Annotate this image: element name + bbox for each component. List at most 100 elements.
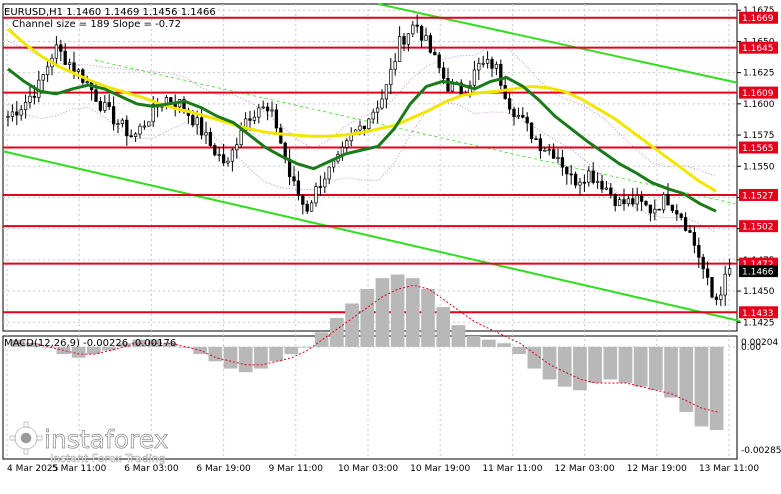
y-tick-label: 1.1450: [743, 287, 775, 297]
y-tick-label: 1.1550: [743, 162, 775, 172]
candle-body: [402, 36, 406, 45]
y-tick-label: 1.1625: [743, 69, 775, 79]
candle-body: [63, 50, 67, 65]
candle-body: [428, 35, 433, 53]
macd-bar: [451, 325, 466, 347]
candle-body: [98, 101, 103, 111]
support-resistance-levels: [3, 16, 737, 314]
current-price-tag: [739, 265, 778, 278]
macd-bar: [633, 346, 648, 387]
macd-bar: [223, 346, 238, 369]
candle-body: [213, 145, 217, 156]
candle-body: [411, 24, 415, 35]
candle-body: [556, 157, 560, 159]
macd-signal-line: [18, 284, 718, 413]
candle-body: [591, 170, 595, 183]
candle-body: [239, 130, 243, 146]
macd-bar: [375, 278, 390, 347]
candle-body: [221, 154, 226, 164]
candle-body: [345, 140, 349, 148]
logo-brand: instaforex: [44, 425, 169, 454]
candle-body: [723, 273, 727, 296]
macd-bar: [208, 346, 223, 362]
ma-fast-line: [7, 67, 717, 213]
logo-emblem-icon: [9, 421, 43, 455]
macd-bar: [694, 346, 709, 427]
candle-body: [125, 119, 129, 137]
candle-body: [54, 44, 59, 59]
candle-body: [697, 245, 701, 258]
macd-bar: [71, 346, 86, 358]
macd-bar: [86, 346, 101, 355]
candle-body: [120, 119, 125, 124]
candle-body: [257, 107, 261, 118]
macd-bar: [618, 346, 633, 384]
candle-body: [622, 199, 626, 205]
x-tick-label: 11 Mar 11:00: [482, 464, 542, 474]
y-tick-label: 1.1425: [743, 318, 775, 328]
candle-body: [375, 107, 380, 113]
candle-body: [424, 35, 428, 41]
candle-body: [41, 74, 45, 81]
level-tag: [739, 141, 778, 154]
candle-body: [151, 103, 155, 123]
candle-body: [389, 68, 393, 86]
candle-body: [226, 160, 230, 164]
candle-body: [560, 157, 565, 168]
candle-body: [147, 121, 151, 127]
candle-body: [472, 69, 477, 86]
macd-bar: [390, 274, 405, 347]
macd-bar: [269, 346, 283, 362]
macd-bar: [238, 346, 253, 373]
candle-body: [371, 111, 375, 120]
macd-bar: [11, 339, 25, 347]
macd-y-label: 0.00204: [741, 338, 778, 348]
candle-body: [301, 195, 305, 205]
trendline-mid: [94, 59, 736, 205]
candle-body: [72, 62, 76, 72]
y-tick-label: 1.1600: [743, 100, 775, 110]
candle-body: [525, 116, 529, 124]
candle-body: [626, 198, 631, 205]
candle-body: [142, 125, 147, 128]
macd-bar: [588, 346, 602, 384]
channel-info: Channel size = 189 Slope = -0.72: [12, 19, 181, 30]
candle-body: [507, 98, 512, 110]
candle-body: [248, 118, 252, 121]
candle-body: [635, 195, 639, 205]
candle-body: [670, 204, 675, 211]
macd-bar: [178, 346, 192, 348]
candle-body: [617, 199, 622, 206]
level-tag-label: 1.1433: [742, 309, 774, 319]
candle-body: [169, 97, 173, 103]
level-tag-label: 1.1502: [742, 223, 774, 233]
candle-body: [28, 95, 32, 103]
candle-body: [419, 25, 424, 41]
candle-body: [494, 63, 499, 69]
candle-body: [230, 149, 235, 162]
macd-bar: [649, 346, 663, 391]
candle-body: [252, 116, 257, 121]
candle-body: [309, 202, 314, 212]
macd-bar: [557, 346, 572, 387]
level-tag: [739, 11, 778, 24]
candle-body: [59, 44, 63, 52]
level-tag: [739, 306, 778, 319]
macd-bar: [466, 336, 481, 347]
macd-bar: [573, 346, 587, 391]
candle-body: [499, 63, 503, 86]
level-tags: 1.1669 1.1645 1.1609 1.1565 1.1527 1.1502 1.14…: [739, 11, 778, 319]
candle-body: [719, 294, 723, 300]
candle-body: [653, 208, 657, 214]
x-tick-label: 9 Mar 11:00: [269, 464, 324, 474]
candle-body: [32, 95, 37, 98]
instaforex-logo: instaforex Instant Forex Trading: [6, 418, 206, 484]
candle-body: [318, 186, 323, 188]
candle-body: [111, 106, 116, 125]
level-tag: [739, 188, 778, 201]
candle-body: [534, 138, 538, 141]
candle-body: [327, 166, 331, 180]
